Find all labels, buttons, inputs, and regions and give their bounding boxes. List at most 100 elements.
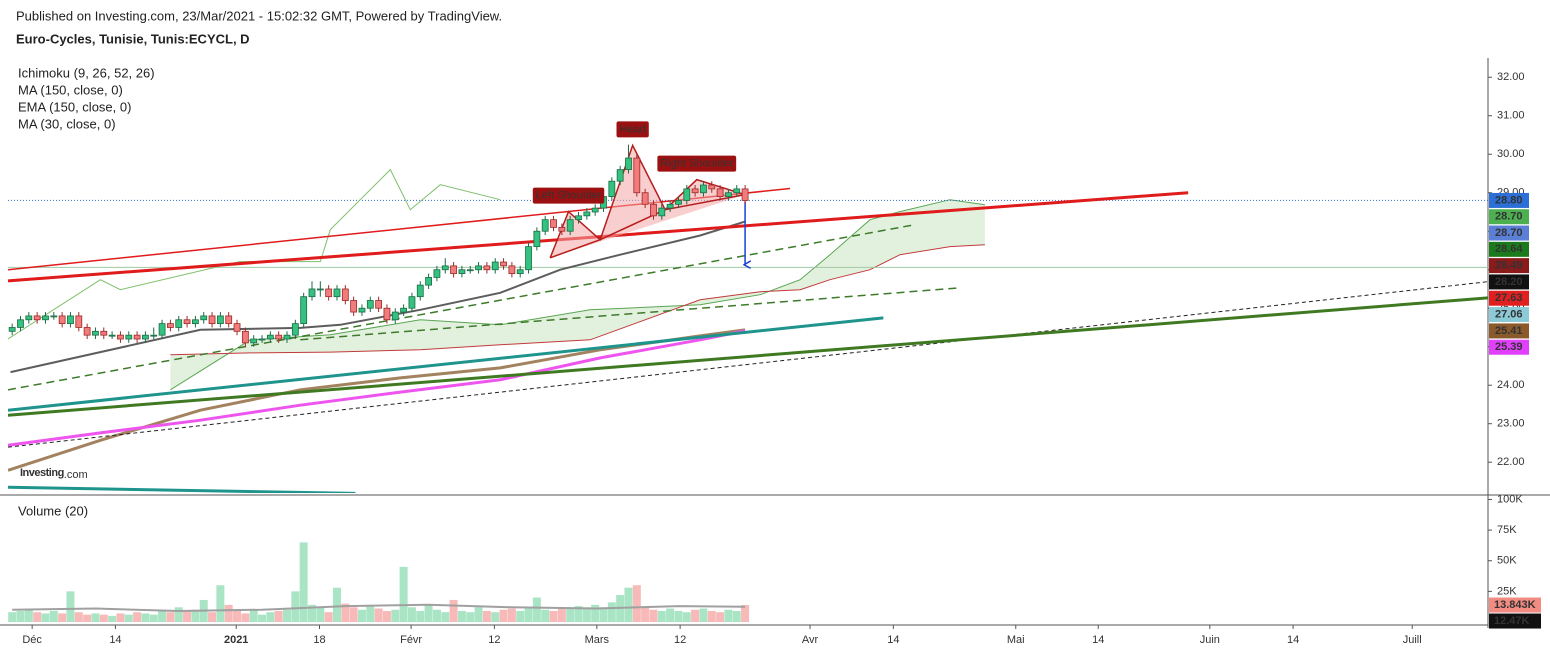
volume-bar <box>382 610 391 622</box>
candle-body <box>583 211 591 217</box>
volume-bar <box>291 591 300 622</box>
candle-body <box>33 315 41 321</box>
volume-bar <box>391 609 400 622</box>
candle-body <box>175 319 183 328</box>
candle-body <box>441 265 449 271</box>
candle-body <box>300 296 308 325</box>
volume-bar <box>657 610 666 622</box>
candle-body <box>500 261 507 267</box>
candle-body <box>591 207 599 213</box>
volume-bar <box>133 612 142 622</box>
pattern-line <box>549 143 746 259</box>
candle-body <box>733 188 741 194</box>
volume-bar <box>258 614 267 622</box>
volume-bar <box>441 612 450 622</box>
indicator-label: MA (30, close, 0) <box>18 116 116 131</box>
candle-body <box>308 288 316 298</box>
volume-bar <box>457 610 466 622</box>
volume-bar <box>349 607 358 622</box>
candle-body <box>383 307 391 321</box>
volume-bar <box>374 608 383 622</box>
candle-body <box>408 296 416 309</box>
x-tick-label: 12 <box>674 634 686 646</box>
annotation-box <box>616 121 649 138</box>
volume-bar <box>233 610 242 622</box>
candle-body <box>83 327 91 336</box>
volume-bar <box>307 604 316 622</box>
volume-bar <box>724 609 733 622</box>
volume-bar <box>691 609 700 622</box>
candle-body <box>117 334 124 340</box>
volume-bar <box>516 610 525 622</box>
volume-bar <box>241 613 250 622</box>
volume-bar <box>341 603 350 622</box>
candle-body <box>691 188 699 194</box>
price-pane <box>8 143 1488 493</box>
volume-bar <box>99 614 108 622</box>
candle-body <box>650 203 657 217</box>
candle-body <box>108 334 116 337</box>
price-label: 27.63 <box>1495 292 1523 304</box>
volume-bar <box>624 587 633 622</box>
y-tick-label: 24.00 <box>1497 379 1525 391</box>
volume-bar <box>732 610 741 622</box>
candle-body <box>316 288 324 291</box>
volume-bar <box>224 604 233 622</box>
candle-body <box>266 334 274 340</box>
price-label: 28.70 <box>1495 211 1523 223</box>
volume-bar <box>16 610 25 622</box>
price-label-box <box>1489 323 1529 339</box>
price-label-box <box>1489 274 1529 290</box>
x-tick-label: Juin <box>1200 634 1220 646</box>
indicator-line <box>8 329 746 447</box>
volume-tick-label: 100K <box>1497 493 1523 505</box>
volume-bar <box>432 609 441 622</box>
volume-bar <box>124 614 133 622</box>
volume-bar <box>141 613 150 622</box>
candle-body <box>708 184 716 190</box>
candle-body <box>366 300 374 309</box>
candle-body <box>525 246 532 271</box>
y-tick-label: 23.00 <box>1497 418 1525 430</box>
candle-body <box>641 192 649 205</box>
volume-bar <box>208 612 217 622</box>
volume-bar <box>33 612 42 622</box>
x-tick-label: 14 <box>1092 634 1104 646</box>
candle-body <box>208 315 216 325</box>
volume-bar <box>574 606 583 622</box>
candle-body <box>450 265 457 274</box>
volume-bar <box>174 607 183 622</box>
neckline <box>549 193 746 259</box>
volume-bar <box>58 613 67 622</box>
candle-body <box>483 265 491 271</box>
volume-bar <box>366 604 375 622</box>
candle-body <box>241 330 249 344</box>
price-label: 28.70 <box>1495 227 1523 239</box>
candle-body <box>25 315 33 321</box>
volume-tick-label: 75K <box>1497 524 1517 536</box>
candle-body <box>333 288 341 298</box>
candle-body <box>100 330 108 336</box>
chart-title: Euro-Cycles, Tunisie, Tunis:ECYCL, D <box>16 31 250 46</box>
indicator-label: Ichimoku (9, 26, 52, 26) <box>18 65 155 80</box>
price-label: 27.06 <box>1495 308 1523 320</box>
candle-body <box>216 315 224 325</box>
price-label-box <box>1489 209 1529 225</box>
trendline <box>8 191 1189 283</box>
volume-bar <box>641 607 650 622</box>
volume-label-box <box>1489 613 1541 629</box>
volume-bar <box>183 610 192 622</box>
candle-body <box>700 184 707 194</box>
volume-bar <box>108 615 117 622</box>
candle-body <box>158 323 166 336</box>
publisher: Published on Investing.com, 23/Mar/2021 … <box>16 8 502 23</box>
candle-body <box>633 157 641 194</box>
volume-bar <box>541 609 550 622</box>
candle-body <box>258 338 266 341</box>
volume-bar <box>707 610 716 622</box>
price-label-box <box>1489 339 1529 355</box>
volume-bar <box>191 609 200 622</box>
candle-body <box>516 269 524 274</box>
